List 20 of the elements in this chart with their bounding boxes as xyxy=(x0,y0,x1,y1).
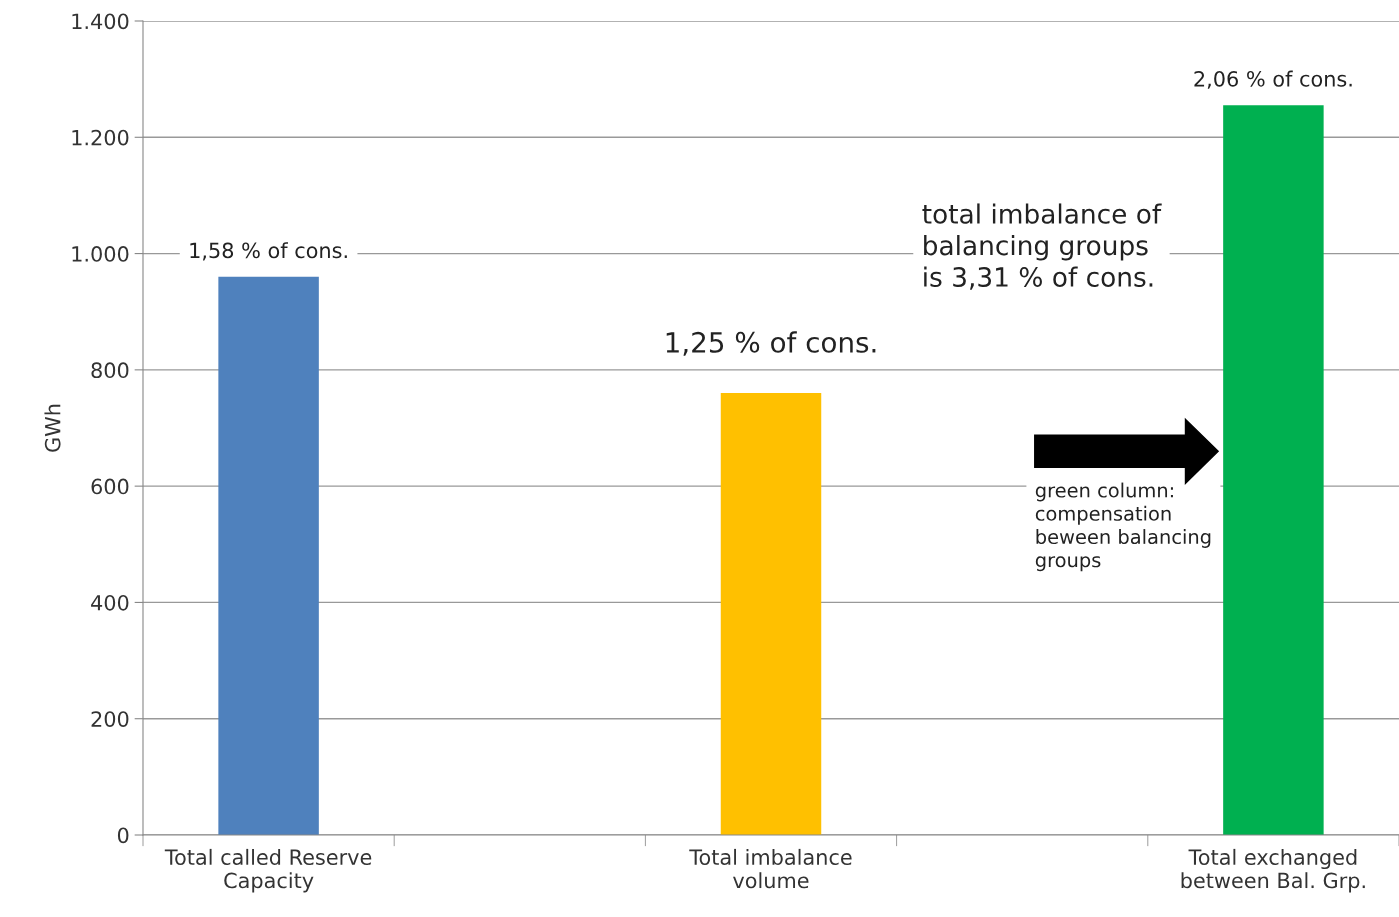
annotation: green column: compensation beween balancing groups xyxy=(1035,482,1211,572)
y-tick-label: 800 xyxy=(91,362,129,379)
y-axis-title: GWh xyxy=(44,404,61,452)
annotation: 2,06 % of cons. xyxy=(1194,70,1352,89)
y-tick-label: 1.200 xyxy=(72,129,129,146)
bar xyxy=(1223,105,1324,835)
bar xyxy=(218,276,319,835)
annotation: total imbalance of balancing groups is 3,31 % of cons. xyxy=(922,203,1162,290)
y-tick-label: 200 xyxy=(91,711,129,727)
annotation: 1,25 % of cons. xyxy=(666,331,876,356)
annotation: 1,58 % of cons. xyxy=(190,242,347,261)
y-tick-label: 0 xyxy=(117,827,129,844)
y-tick-label: 400 xyxy=(91,594,129,611)
x-tick-label: Total exchanged between Bal. Grp. xyxy=(1181,848,1365,893)
y-tick-label: 1.400 xyxy=(72,13,129,30)
x-tick-label: Total imbalance volume xyxy=(689,848,852,889)
bar xyxy=(720,393,822,835)
y-tick-label: 600 xyxy=(91,478,129,495)
x-tick-label: Total called Reserve Capacity xyxy=(164,848,372,893)
y-tick-label: 1.000 xyxy=(72,246,129,262)
